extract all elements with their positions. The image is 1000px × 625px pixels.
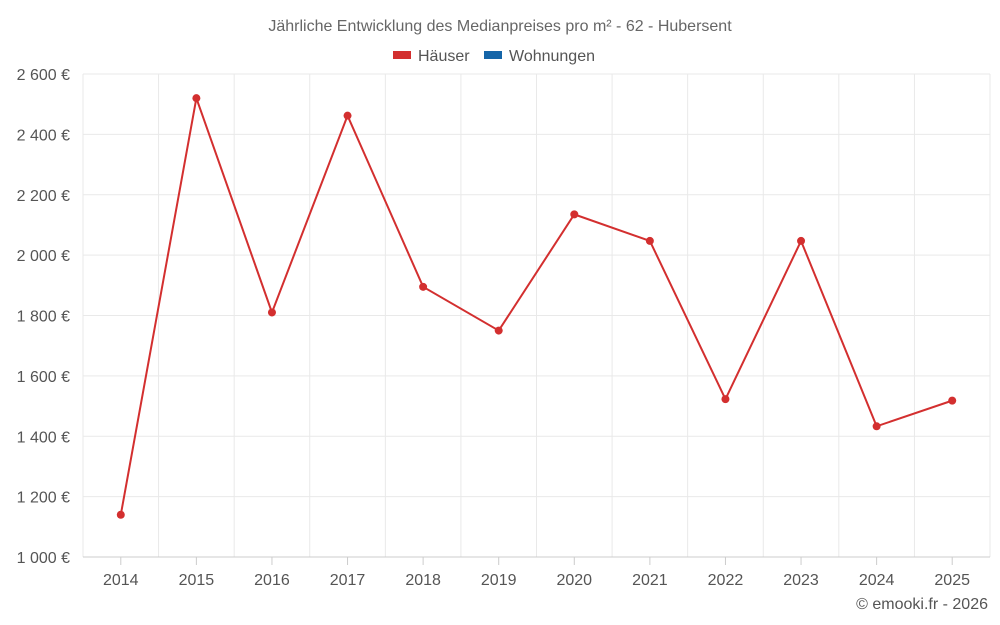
y-tick-label: 1 000 € — [17, 550, 70, 567]
data-point-haeuser-2017[interactable] — [343, 111, 352, 120]
y-tick-label: 1 200 € — [17, 490, 70, 507]
legend-swatch-wohnungen — [484, 51, 502, 59]
x-tick-label: 2025 — [934, 572, 970, 589]
y-tick-label: 1 400 € — [17, 429, 70, 446]
chart-title: Jährliche Entwicklung des Medianpreises … — [268, 18, 732, 35]
x-tick-label: 2020 — [556, 572, 592, 589]
data-point-haeuser-2020[interactable] — [570, 210, 579, 219]
y-tick-label: 2 000 € — [17, 248, 70, 265]
x-tick-label: 2021 — [632, 572, 668, 589]
data-point-haeuser-2022[interactable] — [721, 395, 730, 404]
y-tick-label: 1 800 € — [17, 309, 70, 326]
data-point-haeuser-2023[interactable] — [797, 236, 806, 245]
data-point-haeuser-2019[interactable] — [494, 326, 503, 335]
data-point-haeuser-2015[interactable] — [192, 94, 201, 103]
legend-swatch-haeuser — [393, 51, 411, 59]
x-tick-label: 2015 — [179, 572, 215, 589]
data-point-haeuser-2014[interactable] — [116, 510, 125, 519]
legend-label-haeuser[interactable]: Häuser — [418, 48, 470, 65]
x-axis-tick-labels: 2014 2015 2016 2017 2018 2019 2020 2021 2022 2023… — [103, 557, 970, 589]
data-point-haeuser-2018[interactable] — [419, 282, 428, 291]
x-tick-label: 2022 — [708, 572, 744, 589]
x-tick-label: 2018 — [405, 572, 441, 589]
data-point-haeuser-2025[interactable] — [948, 396, 957, 405]
legend: Häuser Wohnungen — [393, 48, 595, 65]
x-tick-label: 2016 — [254, 572, 290, 589]
x-tick-label: 2019 — [481, 572, 517, 589]
x-tick-label: 2024 — [859, 572, 895, 589]
credit: © emooki.fr - 2026 — [856, 596, 988, 613]
data-point-haeuser-2021[interactable] — [645, 236, 654, 245]
x-tick-label: 2014 — [103, 572, 139, 589]
series-line-haeuser — [119, 94, 953, 515]
x-tick-label: 2017 — [330, 572, 366, 589]
y-axis-tick-labels: 1 000 € 1 200 € 1 400 € 1 600 € 1 800 € 2 000… — [17, 67, 70, 567]
y-tick-label: 2 600 € — [17, 67, 70, 84]
data-point-haeuser-2024[interactable] — [872, 422, 881, 431]
y-tick-label: 1 600 € — [17, 369, 70, 386]
y-tick-label: 2 200 € — [17, 188, 70, 205]
data-point-haeuser-2016[interactable] — [267, 308, 276, 317]
y-tick-label: 2 400 € — [17, 127, 70, 144]
legend-label-wohnungen[interactable]: Wohnungen — [509, 48, 595, 65]
grid — [82, 73, 991, 557]
series-haeuser — [116, 94, 957, 519]
x-tick-label: 2023 — [783, 572, 819, 589]
